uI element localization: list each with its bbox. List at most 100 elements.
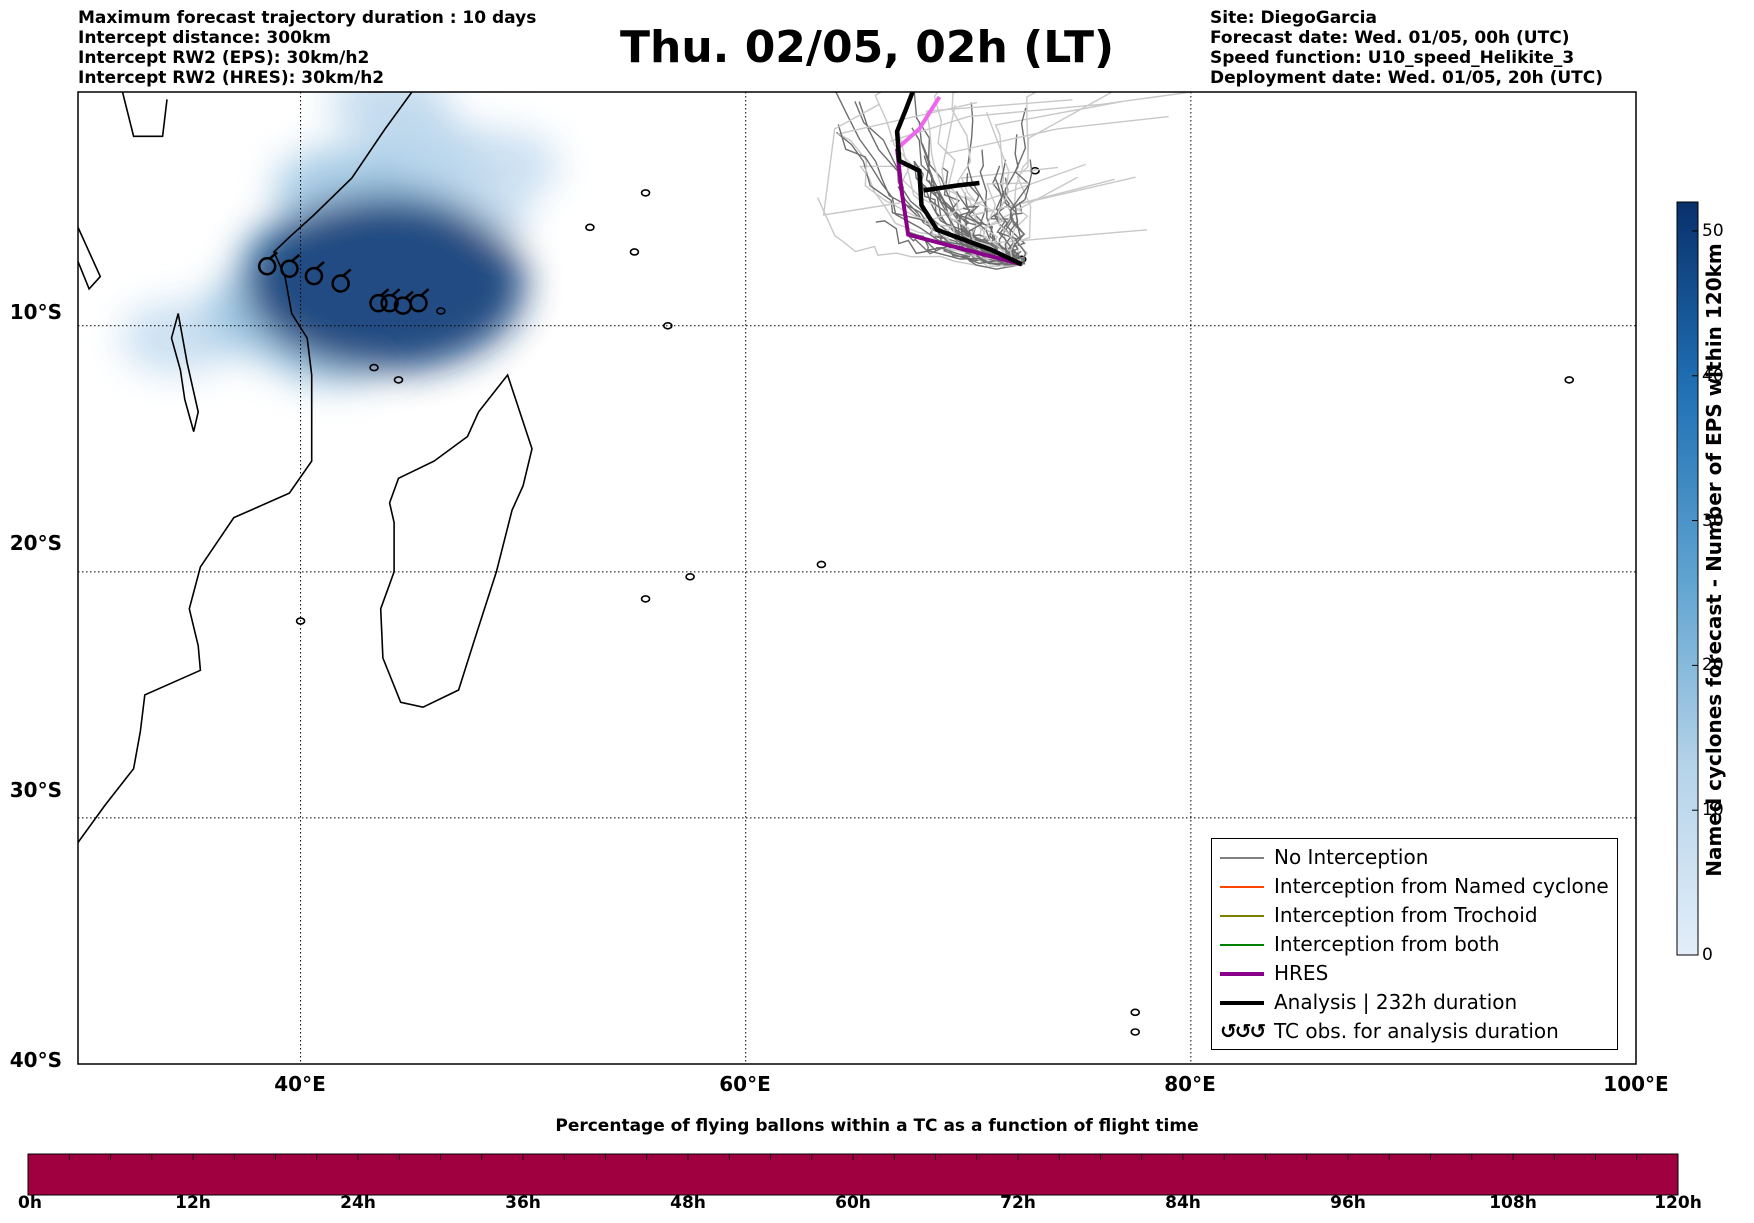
time-label: 96h [1330, 1193, 1366, 1213]
forecast-parameters: Maximum forecast trajectory duration : 1… [78, 8, 536, 88]
info-line: Maximum forecast trajectory duration : 1… [78, 8, 537, 28]
info-line: Forecast date: Wed. 01/05, 00h (UTC) [1210, 28, 1570, 48]
legend-swatch [1220, 944, 1264, 946]
island [640, 189, 651, 197]
eps-tracks [816, 92, 1191, 270]
bottom-bar-title: Percentage of flying ballons within a TC… [555, 1116, 1199, 1136]
legend-label: HRES [1274, 961, 1329, 985]
info-line: Intercept distance: 300km [78, 28, 331, 48]
longitude-label: 80°E [1164, 1072, 1216, 1096]
legend-label: Interception from Named cyclone [1274, 874, 1609, 898]
eps-track [951, 92, 1022, 265]
legend-swatch [1220, 886, 1264, 888]
island [816, 560, 827, 569]
cyclone-symbol-icon [369, 288, 390, 313]
hres-track-extension [895, 95, 942, 151]
analysis-track-branch [923, 180, 980, 193]
island [663, 321, 673, 330]
colorbar-tick-label: 50 [1702, 220, 1724, 241]
legend-item: HRES [1212, 961, 1617, 987]
eps-track [1009, 159, 1033, 266]
hres-track [895, 148, 1023, 267]
latitude-label: 30°S [9, 778, 62, 802]
eps-track [822, 103, 902, 216]
time-label: 72h [1000, 1193, 1036, 1213]
cyclone-symbol-icon: ↺↺↺ [1220, 1019, 1266, 1043]
cyclone-symbol-icon [280, 253, 301, 278]
island [585, 223, 595, 232]
eps-track [816, 197, 1022, 268]
madagascar-coast [379, 373, 533, 709]
cyclone-symbol-icon [331, 268, 352, 293]
legend-item: No Interception [1212, 845, 1617, 871]
legend-swatch [1220, 1001, 1264, 1005]
heatmap-blob [244, 196, 526, 372]
colorbar-tick-label: 20 [1702, 655, 1724, 676]
info-line: Deployment date: Wed. 01/05, 20h (UTC) [1210, 68, 1604, 88]
island [369, 363, 379, 372]
eps-track [915, 234, 1022, 270]
colorbar-label: Named cyclones forecast - Number of EPS … [1702, 243, 1726, 877]
cyclone-symbol-icon [409, 288, 430, 313]
legend-item: Analysis | 232h duration [1212, 990, 1617, 1016]
legend-swatch [1220, 915, 1264, 917]
latitude-label: 40°S [9, 1048, 62, 1072]
cyclone-symbol-icon [380, 288, 401, 313]
legend-label: Interception from Trochoid [1274, 903, 1538, 927]
colorbar-tick-label: 30 [1702, 510, 1724, 531]
site-parameters: Site: DiegoGarcia Forecast date: Wed. 01/… [1210, 8, 1603, 88]
time-label: 120h [1654, 1193, 1702, 1213]
latitude-label: 10°S [9, 300, 62, 324]
island [1130, 1008, 1141, 1017]
island [1130, 1028, 1141, 1036]
island [640, 595, 651, 603]
time-percentage-bar [27, 1153, 1679, 1196]
island [435, 307, 446, 315]
longitude-label: 40°E [274, 1072, 326, 1096]
legend-item: Interception from both [1212, 932, 1617, 958]
legend-label: TC obs. for analysis duration [1274, 1019, 1559, 1043]
cyclone-symbol-icon [304, 261, 325, 286]
legend-item: Interception from Trochoid [1212, 903, 1617, 929]
legend-label: No Interception [1274, 845, 1429, 869]
longitude-label: 60°E [719, 1072, 771, 1096]
island [1564, 376, 1575, 384]
legend-item: ↺↺↺ TC obs. for analysis duration [1212, 1019, 1617, 1045]
time-label: 48h [670, 1193, 706, 1213]
legend: No Interception Interception from Named c… [1211, 838, 1618, 1050]
colorbar-tick-label: 0 [1702, 945, 1713, 965]
legend-label: Analysis | 232h duration [1274, 990, 1518, 1014]
eps-track [994, 176, 1022, 267]
legend-item: Interception from Named cyclone [1212, 874, 1617, 900]
time-label: 60h [835, 1193, 871, 1213]
lake-tanganyika [78, 224, 102, 291]
info-line: Intercept RW2 (EPS): 30km/h2 [78, 48, 370, 68]
latitude-label: 20°S [9, 531, 62, 555]
time-label: 24h [340, 1193, 376, 1213]
island [685, 572, 695, 581]
eps-density-heatmap [120, 92, 559, 385]
cyclone-symbol-icon [257, 251, 278, 276]
map-frame [77, 91, 1637, 1065]
time-label: 36h [505, 1193, 541, 1213]
island [629, 248, 640, 256]
time-label: 108h [1489, 1193, 1537, 1213]
lake-victoria [121, 92, 168, 138]
longitude-label: 100°E [1603, 1072, 1669, 1096]
info-line: Site: DiegoGarcia [1210, 8, 1377, 28]
eps-track [836, 131, 1022, 265]
eps-track [890, 92, 1191, 142]
eps-track [945, 115, 1169, 155]
island [393, 376, 404, 384]
colorbar-tick-label: 40 [1702, 365, 1724, 386]
eps-track [837, 124, 1022, 265]
time-label: 84h [1165, 1193, 1201, 1213]
lake-malawi [170, 313, 200, 432]
eps-track [1015, 92, 1038, 265]
map-title: Thu. 02/05, 02h (LT) [620, 22, 1115, 73]
legend-swatch [1220, 857, 1264, 859]
info-line: Intercept RW2 (HRES): 30km/h2 [78, 68, 385, 88]
eps-track [875, 220, 1022, 265]
colorbar-tick-label: 10 [1702, 800, 1724, 821]
